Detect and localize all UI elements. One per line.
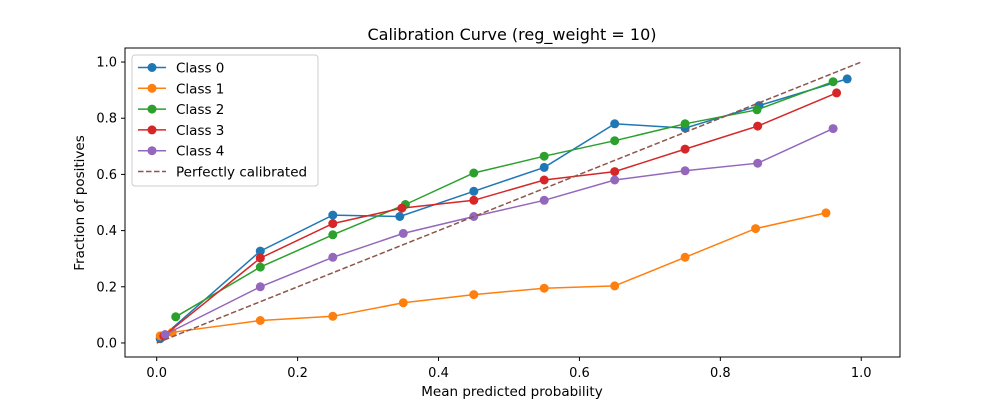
- data-point-class-3: [680, 144, 690, 154]
- data-point-class-4: [610, 175, 620, 185]
- x-tick-label: 0.0: [146, 366, 167, 381]
- legend-marker: [147, 125, 157, 135]
- legend-item-class-0: Class 0: [138, 61, 224, 77]
- series-line-class-3: [163, 92, 837, 337]
- data-point-class-1: [398, 298, 408, 308]
- legend-item-perfectly-calibrated: Perfectly calibrated: [138, 165, 307, 181]
- data-point-class-1: [680, 252, 690, 262]
- data-point-class-1: [255, 316, 265, 325]
- data-point-class-4: [255, 282, 265, 292]
- data-point-class-4: [680, 166, 690, 176]
- data-point-class-3: [328, 219, 338, 229]
- data-point-class-0: [539, 162, 549, 172]
- plot-frame: [124, 47, 901, 358]
- data-point-class-4: [828, 124, 838, 134]
- y-axis-label: Fraction of positives: [72, 135, 88, 270]
- x-axis-label: Mean predicted probability: [421, 384, 602, 400]
- x-tick-label: 0.6: [569, 366, 590, 381]
- data-point-class-2: [752, 105, 762, 115]
- x-axis-ticks: 0.0 0.2 0.4 0.6 0.8 1.0: [146, 357, 872, 381]
- y-tick-label: 0.4: [96, 224, 117, 239]
- legend-item-class-3: Class 3: [138, 123, 224, 139]
- legend: Class 0 Class 1 Class 2 Class 3 Class 4 Perfe…: [131, 54, 319, 187]
- data-point-class-4: [160, 330, 170, 339]
- data-point-class-2: [828, 77, 838, 87]
- data-point-class-0: [610, 119, 620, 129]
- data-point-class-2: [255, 262, 265, 272]
- data-point-class-0: [395, 212, 405, 221]
- data-point-class-1: [469, 290, 479, 300]
- data-point-class-1: [821, 208, 831, 218]
- legend-item-class-4: Class 4: [138, 144, 224, 160]
- legend-marker: [147, 83, 157, 93]
- legend-label: Class 1: [176, 81, 224, 97]
- series-class-1: [155, 208, 831, 341]
- data-point-class-3: [255, 253, 265, 263]
- data-point-class-1: [610, 281, 620, 291]
- legend-marker: [147, 63, 157, 72]
- x-tick-label: 1.0: [851, 366, 872, 381]
- chart-title: Calibration Curve (reg_weight = 10): [367, 25, 656, 45]
- legend-label: Class 2: [176, 102, 224, 118]
- data-point-class-2: [469, 168, 479, 178]
- series-class-2: [171, 77, 838, 322]
- x-tick-label: 0.4: [428, 366, 449, 381]
- y-tick-label: 0.6: [96, 168, 117, 183]
- legend-label: Class 3: [176, 123, 224, 139]
- series-perfectly-calibrated: [156, 61, 862, 344]
- data-point-class-2: [328, 230, 338, 240]
- data-point-class-2: [171, 312, 181, 322]
- legend-label: Perfectly calibrated: [176, 165, 307, 181]
- x-tick-label: 0.2: [287, 366, 308, 381]
- legend-label: Class 0: [176, 61, 224, 77]
- series-line-perfectly-calibrated: [156, 61, 862, 344]
- data-point-class-2: [680, 119, 690, 129]
- data-point-class-3: [610, 167, 620, 177]
- legend-label: Class 4: [176, 144, 224, 160]
- legend-box: [131, 54, 319, 187]
- series-line-class-2: [175, 80, 834, 318]
- data-point-class-3: [397, 203, 407, 213]
- y-tick-label: 1.0: [96, 56, 117, 71]
- data-point-class-1: [751, 224, 761, 234]
- data-point-class-3: [753, 121, 763, 131]
- data-point-class-2: [539, 151, 549, 161]
- data-point-class-2: [610, 136, 620, 146]
- legend-marker: [147, 146, 157, 156]
- data-point-class-0: [255, 246, 265, 256]
- series-class-4: [160, 124, 838, 339]
- y-tick-label: 0.2: [96, 280, 117, 295]
- data-point-class-3: [539, 175, 549, 185]
- series-line-class-4: [164, 127, 834, 336]
- y-tick-label: 0.0: [96, 336, 117, 351]
- data-point-class-0: [469, 186, 479, 196]
- data-point-class-4: [539, 195, 549, 205]
- data-point-class-4: [753, 158, 763, 168]
- data-point-class-3: [832, 88, 842, 98]
- y-tick-label: 0.8: [96, 112, 117, 127]
- legend-marker: [147, 104, 157, 114]
- plot-series: [155, 61, 862, 344]
- legend-item-class-2: Class 2: [138, 102, 224, 118]
- data-point-class-0: [328, 210, 338, 220]
- data-point-class-4: [398, 228, 408, 238]
- legend-item-class-1: Class 1: [138, 81, 224, 97]
- data-point-class-1: [328, 311, 338, 321]
- data-point-class-0: [842, 74, 852, 84]
- y-axis-ticks: 0.0 0.2 0.4 0.6 0.8 1.0: [96, 56, 125, 351]
- data-point-class-1: [539, 283, 549, 293]
- x-tick-label: 0.8: [710, 366, 731, 381]
- data-point-class-4: [328, 252, 338, 262]
- data-point-class-3: [469, 195, 479, 205]
